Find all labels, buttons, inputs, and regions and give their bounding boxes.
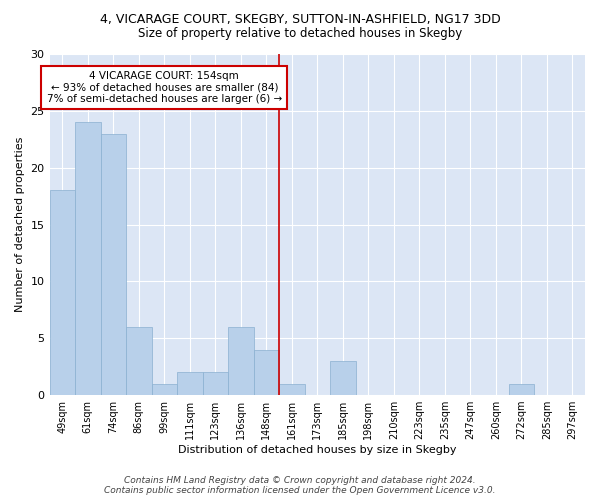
Bar bbox=[75, 122, 101, 395]
Text: Size of property relative to detached houses in Skegby: Size of property relative to detached ho… bbox=[138, 28, 462, 40]
Bar bbox=[509, 384, 534, 395]
Bar bbox=[203, 372, 228, 395]
Text: Contains HM Land Registry data © Crown copyright and database right 2024.
Contai: Contains HM Land Registry data © Crown c… bbox=[104, 476, 496, 495]
Y-axis label: Number of detached properties: Number of detached properties bbox=[15, 137, 25, 312]
Text: 4 VICARAGE COURT: 154sqm
← 93% of detached houses are smaller (84)
7% of semi-de: 4 VICARAGE COURT: 154sqm ← 93% of detach… bbox=[47, 71, 282, 104]
Bar bbox=[330, 361, 356, 395]
Bar bbox=[279, 384, 305, 395]
Bar bbox=[228, 327, 254, 395]
Bar bbox=[152, 384, 177, 395]
Bar bbox=[101, 134, 126, 395]
Bar bbox=[254, 350, 279, 395]
Text: 4, VICARAGE COURT, SKEGBY, SUTTON-IN-ASHFIELD, NG17 3DD: 4, VICARAGE COURT, SKEGBY, SUTTON-IN-ASH… bbox=[100, 12, 500, 26]
Bar bbox=[177, 372, 203, 395]
Bar bbox=[50, 190, 75, 395]
Bar bbox=[126, 327, 152, 395]
X-axis label: Distribution of detached houses by size in Skegby: Distribution of detached houses by size … bbox=[178, 445, 457, 455]
